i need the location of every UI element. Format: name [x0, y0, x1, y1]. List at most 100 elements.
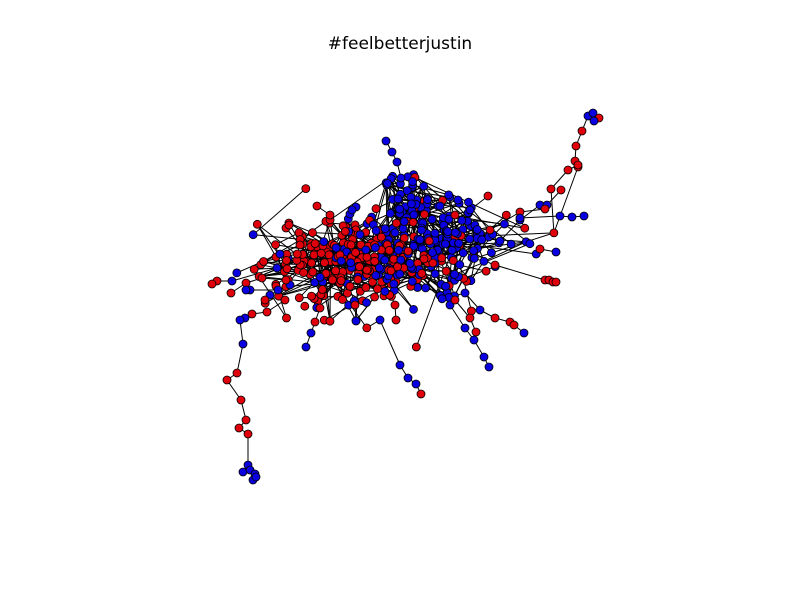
- graph-node-red: [370, 256, 380, 266]
- graph-node-blue: [408, 177, 418, 187]
- graph-node-blue: [393, 194, 403, 204]
- graph-node-blue: [479, 256, 489, 266]
- graph-node-blue: [227, 276, 237, 286]
- graph-node-blue: [444, 190, 454, 200]
- graph-node-red: [284, 220, 294, 230]
- graph-node-red: [361, 283, 371, 292]
- graph-node-blue: [469, 246, 479, 256]
- graph-node-red: [207, 279, 217, 289]
- graph-node-blue: [430, 269, 440, 279]
- graph-node-blue: [415, 235, 425, 245]
- graph-node-blue: [403, 373, 413, 383]
- graph-node-red: [222, 375, 232, 385]
- graph-node-red: [241, 415, 251, 425]
- graph-node-red: [308, 267, 318, 277]
- graph-node-red: [501, 210, 511, 220]
- graph-node-blue: [567, 212, 577, 222]
- graph-node-red: [316, 248, 326, 258]
- graph-node-red: [483, 191, 493, 201]
- graph-node-blue: [409, 304, 418, 314]
- graph-node-red: [346, 240, 356, 250]
- graph-edge: [379, 319, 401, 366]
- graph-node-blue: [472, 225, 482, 234]
- graph-node-red: [540, 204, 550, 214]
- graph-node-red: [411, 342, 421, 352]
- graph-node-blue: [275, 249, 285, 259]
- graph-node-blue: [469, 335, 479, 345]
- graph-node-blue: [383, 179, 392, 188]
- graph-node-red: [338, 295, 347, 304]
- graph-node-red: [573, 160, 583, 170]
- graph-node-red: [373, 284, 382, 294]
- graph-node-blue: [241, 285, 251, 295]
- graph-node-red: [549, 228, 559, 238]
- graph-node-red: [371, 204, 381, 214]
- graph-node-blue: [306, 328, 316, 338]
- graph-node-red: [481, 266, 491, 276]
- graph-node-red: [362, 252, 372, 262]
- graph-node-blue: [396, 173, 406, 183]
- graph-node-red: [351, 248, 360, 257]
- graph-node-blue: [380, 286, 390, 296]
- graph-node-red: [437, 253, 447, 263]
- graph-node-blue: [396, 255, 406, 265]
- graph-node-red: [355, 262, 364, 272]
- graph-node-red: [325, 316, 335, 326]
- graph-node-red: [571, 141, 581, 151]
- graph-node-blue: [235, 315, 245, 325]
- graph-node-blue: [346, 258, 356, 268]
- graph-node-blue: [355, 230, 365, 240]
- graph-node-red: [386, 266, 396, 276]
- graph-node-blue: [437, 294, 447, 304]
- graph-node-blue: [440, 239, 450, 249]
- graph-node-red: [280, 295, 290, 305]
- graph-node-red: [466, 306, 476, 316]
- graph-node-blue: [301, 342, 311, 352]
- graph-node-red: [336, 276, 346, 286]
- graph-node-blue: [421, 283, 431, 293]
- graph-node-red: [310, 317, 320, 327]
- graph-node-blue: [464, 197, 473, 207]
- graph-node-blue: [477, 235, 487, 245]
- graph-node-blue: [499, 219, 509, 229]
- graph-node-blue: [435, 201, 445, 211]
- graph-node-blue: [589, 116, 599, 126]
- graph-node-blue: [380, 224, 390, 234]
- graph-node-blue: [395, 204, 405, 214]
- graph-node-blue: [390, 228, 400, 238]
- graph-node-red: [485, 225, 495, 235]
- graph-edge: [499, 219, 521, 242]
- graph-node-red: [324, 250, 334, 260]
- graph-node-blue: [441, 281, 451, 291]
- graph-node-blue: [371, 271, 381, 280]
- graph-node-blue: [248, 230, 258, 240]
- graph-node-blue: [395, 360, 405, 370]
- graph-node-blue: [310, 278, 320, 287]
- graph-edge: [449, 304, 466, 329]
- graph-node-red: [312, 201, 322, 211]
- graph-edge: [231, 267, 278, 282]
- graph-node-blue: [232, 268, 242, 278]
- graph-edge: [236, 243, 303, 274]
- graph-node-blue: [375, 315, 385, 325]
- graph-node-red: [331, 266, 341, 276]
- graph-node-blue: [370, 243, 380, 253]
- graph-node-blue: [447, 245, 457, 255]
- graph-node-blue: [455, 260, 465, 270]
- graph-node-blue: [315, 272, 325, 282]
- graph-node-red: [390, 300, 400, 310]
- graph-node-red: [419, 209, 429, 219]
- graph-node-blue: [443, 227, 453, 237]
- graph-edge: [463, 266, 496, 279]
- graph-node-blue: [238, 339, 248, 349]
- graph-node-red: [465, 313, 475, 323]
- graph-node-red: [301, 184, 311, 194]
- graph-node-red: [391, 315, 401, 325]
- graph-node-blue: [381, 136, 391, 146]
- graph-node-red: [345, 281, 355, 291]
- graph-node-blue: [475, 305, 485, 315]
- graph-edge: [415, 250, 453, 348]
- graph-node-red: [563, 165, 573, 175]
- graph-edge: [412, 184, 449, 196]
- graph-node-blue: [525, 239, 535, 249]
